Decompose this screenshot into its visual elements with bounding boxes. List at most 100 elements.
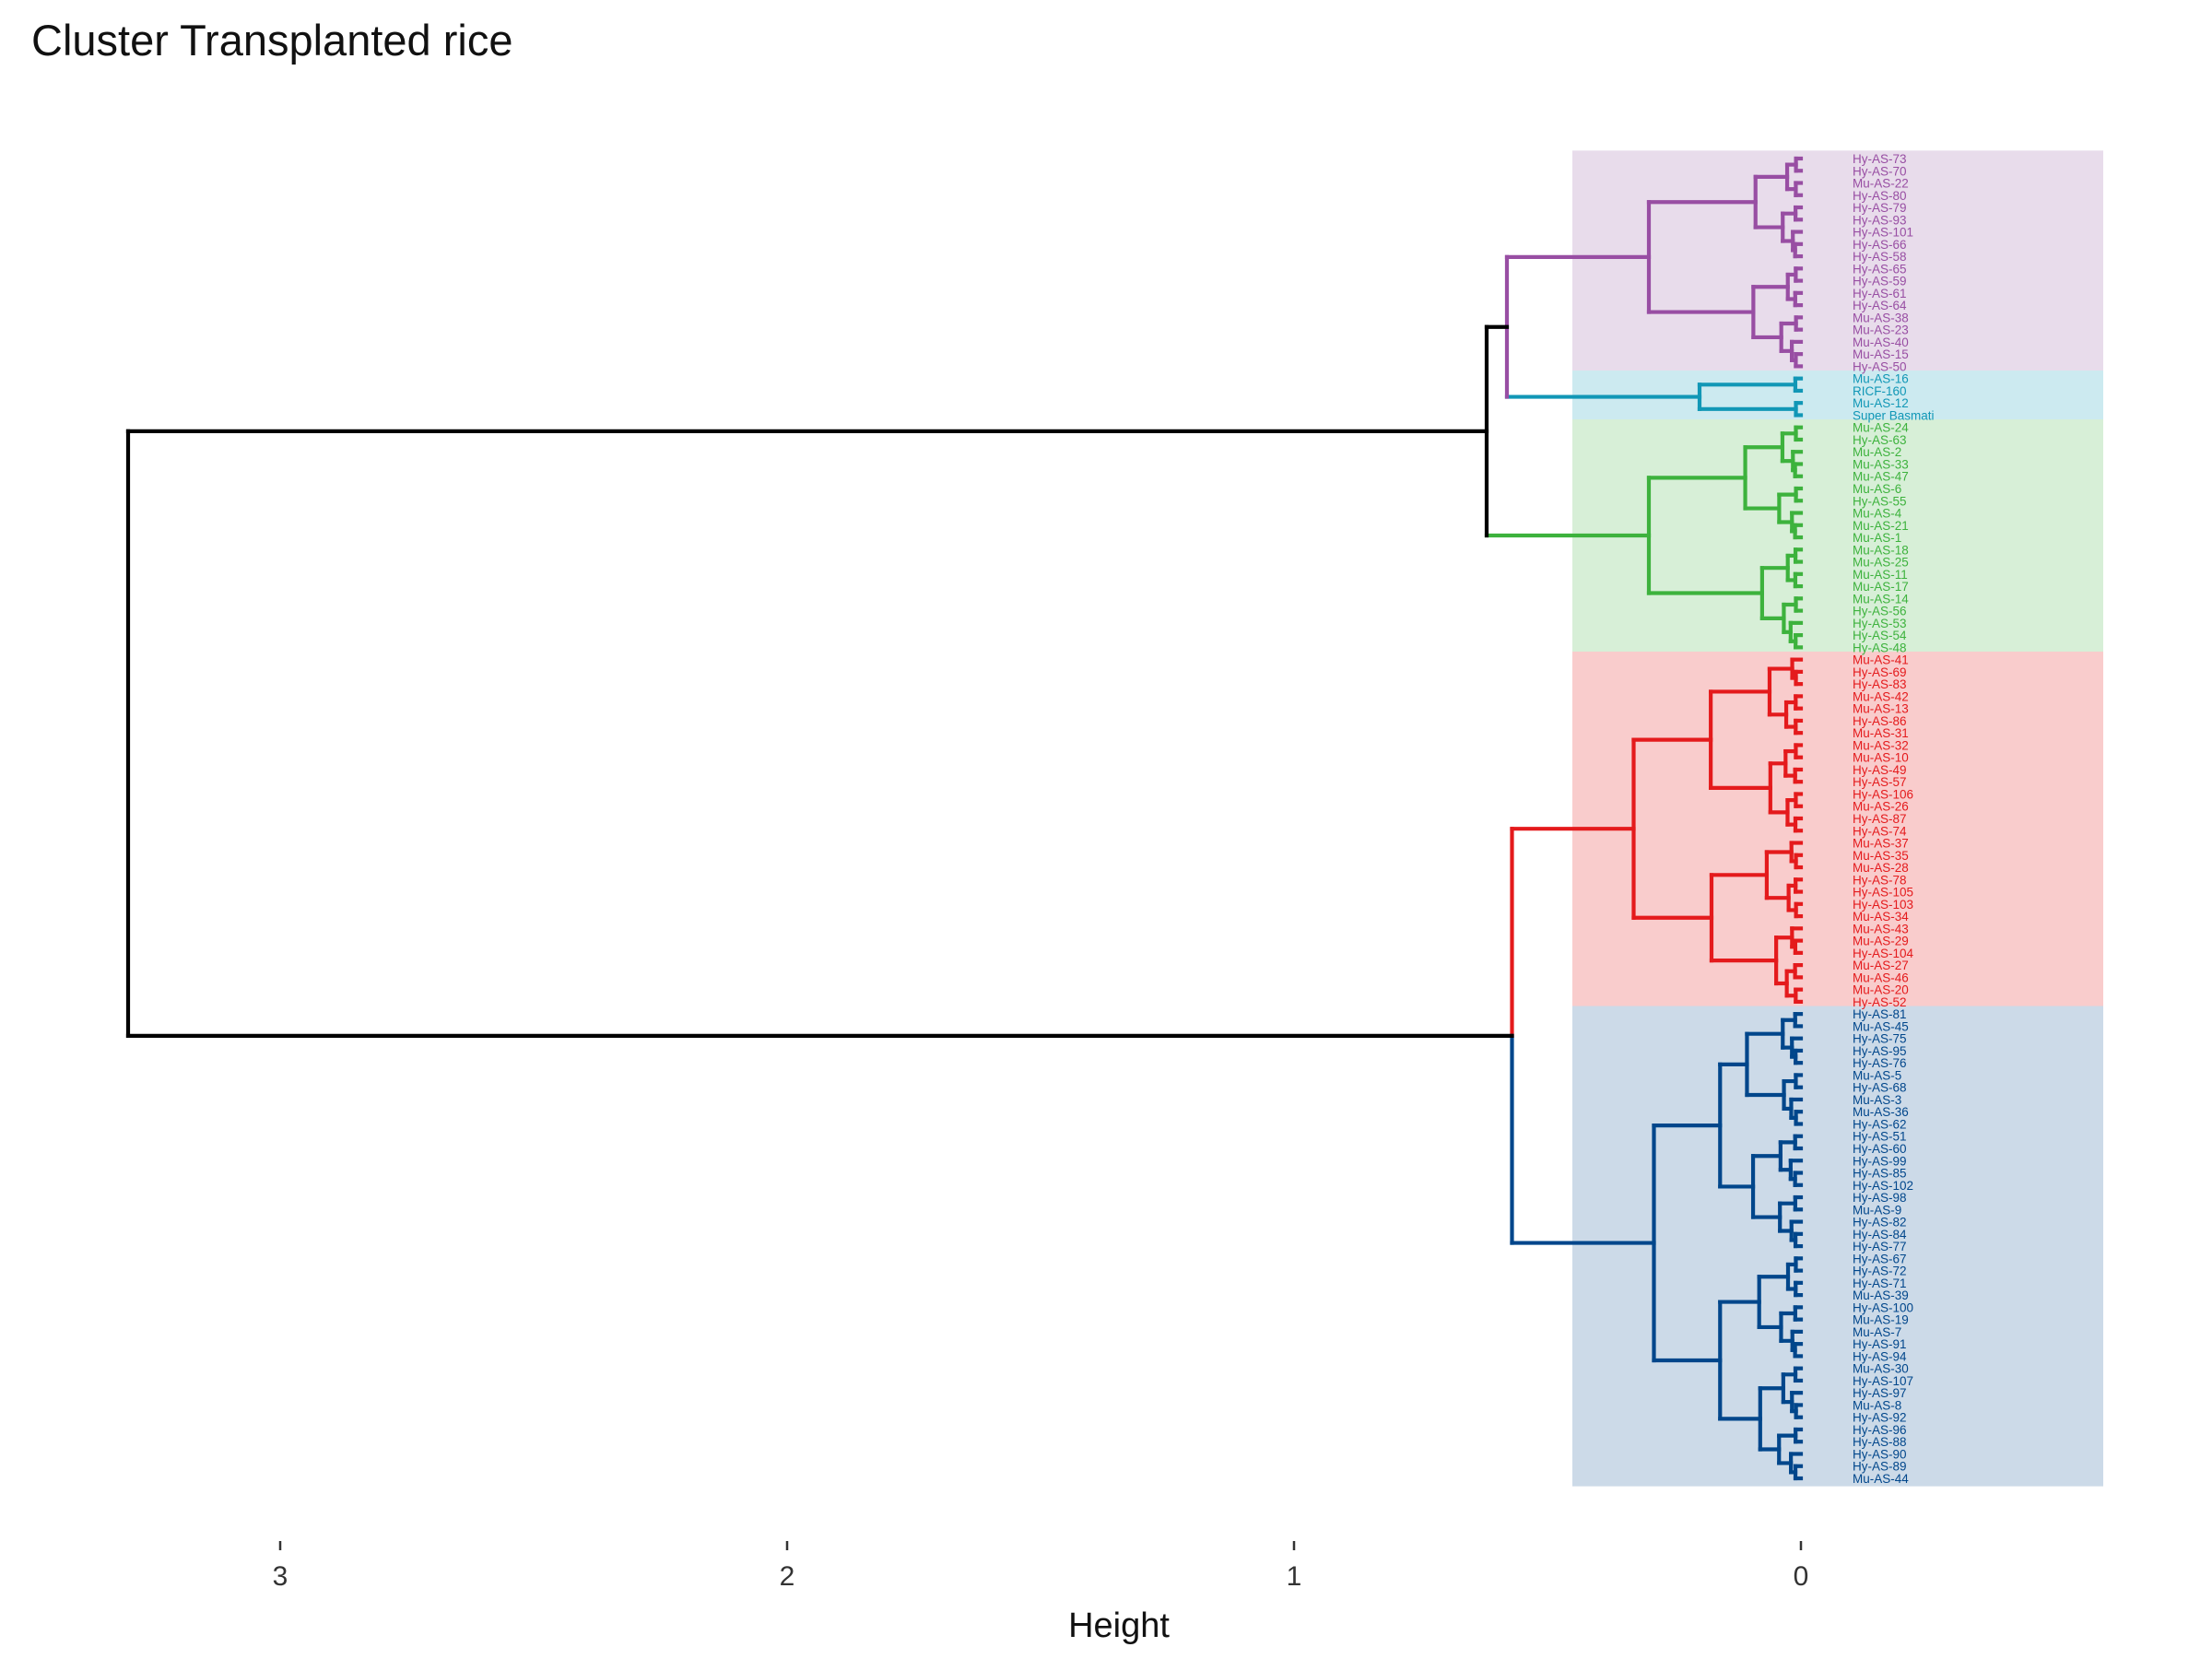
cluster-bands bbox=[1572, 150, 2103, 1487]
x-tick-label: 1 bbox=[1287, 1561, 1302, 1592]
leaf-label: Hy-AS-101 bbox=[1853, 226, 1913, 240]
leaf-labels: Hy-AS-73Hy-AS-70Mu-AS-22Hy-AS-80Hy-AS-79… bbox=[1853, 152, 1935, 1486]
leaf-label: Hy-AS-68 bbox=[1853, 1081, 1907, 1095]
leaf-label: Hy-AS-89 bbox=[1853, 1460, 1907, 1474]
leaf-label: Mu-AS-36 bbox=[1853, 1105, 1909, 1119]
leaf-label: Mu-AS-40 bbox=[1853, 335, 1909, 349]
x-tick-label: 2 bbox=[780, 1561, 795, 1592]
leaf-label: Hy-AS-97 bbox=[1853, 1386, 1907, 1400]
leaf-label: Super Basmati bbox=[1853, 408, 1935, 422]
leaf-label: Hy-AS-56 bbox=[1853, 605, 1907, 618]
leaf-label: Mu-AS-42 bbox=[1853, 689, 1909, 703]
leaf-label: Hy-AS-87 bbox=[1853, 812, 1907, 826]
leaf-label: Mu-AS-28 bbox=[1853, 861, 1909, 875]
leaf-label: Hy-AS-49 bbox=[1853, 763, 1907, 777]
leaf-label: Hy-AS-96 bbox=[1853, 1423, 1907, 1437]
leaf-label: Mu-AS-32 bbox=[1853, 738, 1909, 752]
leaf-label: Hy-AS-94 bbox=[1853, 1349, 1907, 1363]
cluster-band bbox=[1572, 652, 2103, 1010]
leaf-label: Mu-AS-12 bbox=[1853, 396, 1909, 410]
leaf-label: Hy-AS-64 bbox=[1853, 299, 1907, 312]
leaf-label: Mu-AS-24 bbox=[1853, 421, 1909, 435]
leaf-label: Hy-AS-85 bbox=[1853, 1167, 1907, 1181]
leaf-label: Mu-AS-45 bbox=[1853, 1019, 1909, 1033]
cluster-band bbox=[1572, 1006, 2103, 1487]
leaf-label: Hy-AS-104 bbox=[1853, 947, 1914, 960]
leaf-label: Mu-AS-18 bbox=[1853, 543, 1909, 557]
leaf-label: Mu-AS-6 bbox=[1853, 482, 1901, 496]
leaf-label: Hy-AS-58 bbox=[1853, 250, 1907, 264]
leaf-label: Mu-AS-23 bbox=[1853, 324, 1909, 337]
leaf-label: Hy-AS-99 bbox=[1853, 1154, 1907, 1168]
chart-title: Cluster Transplanted rice bbox=[31, 16, 512, 65]
leaf-label: Hy-AS-60 bbox=[1853, 1142, 1907, 1156]
leaf-label: RICF-160 bbox=[1853, 384, 1907, 398]
leaf-label: Hy-AS-80 bbox=[1853, 189, 1907, 203]
leaf-label: Hy-AS-82 bbox=[1853, 1216, 1907, 1230]
leaf-label: Hy-AS-62 bbox=[1853, 1117, 1907, 1131]
leaf-label: Hy-AS-65 bbox=[1853, 262, 1907, 276]
leaf-label: Hy-AS-77 bbox=[1853, 1240, 1907, 1253]
leaf-label: Hy-AS-78 bbox=[1853, 873, 1907, 887]
leaf-label: Hy-AS-98 bbox=[1853, 1191, 1907, 1205]
leaf-label: Mu-AS-38 bbox=[1853, 311, 1909, 324]
leaf-label: Mu-AS-25 bbox=[1853, 556, 1909, 570]
leaf-label: Mu-AS-7 bbox=[1853, 1325, 1901, 1339]
x-axis: 3 2 1 0 bbox=[273, 1541, 1809, 1592]
leaf-label: Mu-AS-34 bbox=[1853, 910, 1909, 924]
leaf-label: Hy-AS-90 bbox=[1853, 1447, 1907, 1461]
leaf-label: Mu-AS-37 bbox=[1853, 837, 1909, 851]
x-axis-label: Height bbox=[1068, 1606, 1170, 1645]
leaf-label: Hy-AS-84 bbox=[1853, 1228, 1907, 1241]
leaf-label: Hy-AS-53 bbox=[1853, 617, 1907, 630]
leaf-label: Mu-AS-20 bbox=[1853, 983, 1909, 997]
leaf-label: Mu-AS-3 bbox=[1853, 1093, 1901, 1107]
leaf-label: Mu-AS-35 bbox=[1853, 849, 1909, 863]
leaf-label: Hy-AS-54 bbox=[1853, 629, 1907, 642]
x-tick-label: 0 bbox=[1794, 1561, 1809, 1592]
leaf-label: Hy-AS-76 bbox=[1853, 1056, 1907, 1070]
leaf-label: Mu-AS-27 bbox=[1853, 959, 1909, 972]
leaf-label: Mu-AS-21 bbox=[1853, 519, 1909, 533]
x-tick-label: 3 bbox=[273, 1561, 288, 1592]
leaf-label: Mu-AS-8 bbox=[1853, 1398, 1901, 1412]
leaf-label: Hy-AS-86 bbox=[1853, 714, 1907, 728]
leaf-label: Mu-AS-22 bbox=[1853, 177, 1909, 191]
leaf-label: Hy-AS-103 bbox=[1853, 898, 1913, 912]
leaf-label: Hy-AS-107 bbox=[1853, 1374, 1913, 1388]
leaf-label: Mu-AS-43 bbox=[1853, 922, 1909, 935]
leaf-label: Mu-AS-47 bbox=[1853, 470, 1909, 484]
leaf-label: Mu-AS-5 bbox=[1853, 1068, 1901, 1082]
leaf-label: Hy-AS-55 bbox=[1853, 494, 1907, 508]
leaf-label: Mu-AS-33 bbox=[1853, 457, 1909, 471]
leaf-label: Hy-AS-52 bbox=[1853, 995, 1907, 1009]
leaf-label: Hy-AS-79 bbox=[1853, 201, 1907, 215]
leaf-label: Hy-AS-67 bbox=[1853, 1252, 1907, 1265]
leaf-label: Hy-AS-102 bbox=[1853, 1179, 1913, 1193]
leaf-label: Mu-AS-16 bbox=[1853, 372, 1909, 386]
leaf-label: Mu-AS-4 bbox=[1853, 507, 1902, 521]
leaf-label: Mu-AS-44 bbox=[1853, 1472, 1909, 1486]
leaf-label: Hy-AS-70 bbox=[1853, 164, 1907, 178]
leaf-label: Hy-AS-106 bbox=[1853, 787, 1913, 801]
leaf-label: Hy-AS-95 bbox=[1853, 1044, 1907, 1058]
leaf-label: Hy-AS-72 bbox=[1853, 1265, 1907, 1278]
leaf-label: Mu-AS-1 bbox=[1853, 531, 1901, 545]
leaf-label: Hy-AS-73 bbox=[1853, 152, 1907, 166]
leaf-label: Hy-AS-50 bbox=[1853, 359, 1907, 373]
leaf-label: Hy-AS-51 bbox=[1853, 1130, 1907, 1144]
leaf-label: Mu-AS-41 bbox=[1853, 653, 1909, 667]
leaf-label: Hy-AS-83 bbox=[1853, 677, 1907, 691]
leaf-label: Mu-AS-46 bbox=[1853, 971, 1909, 984]
leaf-label: Mu-AS-13 bbox=[1853, 702, 1909, 716]
leaf-label: Hy-AS-63 bbox=[1853, 433, 1907, 447]
leaf-label: Hy-AS-81 bbox=[1853, 1007, 1907, 1021]
leaf-label: Mu-AS-10 bbox=[1853, 751, 1909, 765]
leaf-label: Hy-AS-75 bbox=[1853, 1032, 1907, 1046]
cluster-band bbox=[1572, 419, 2103, 655]
leaf-label: Hy-AS-74 bbox=[1853, 824, 1907, 838]
leaf-label: Hy-AS-59 bbox=[1853, 275, 1907, 288]
cluster-band bbox=[1572, 150, 2103, 375]
leaf-label: Mu-AS-39 bbox=[1853, 1288, 1909, 1302]
